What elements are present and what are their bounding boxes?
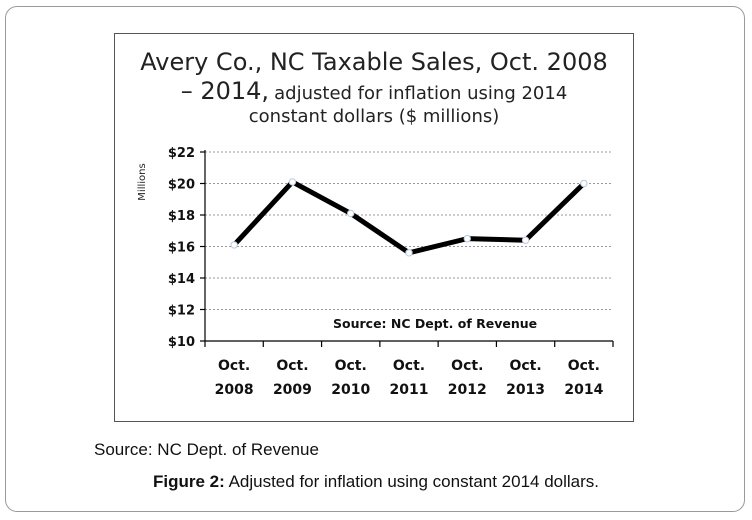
data-point — [405, 249, 413, 257]
chart-title-line2-main: – 2014, — [180, 76, 270, 105]
chart-title-line1: Avery Co., NC Taxable Sales, Oct. 2008 — [140, 48, 608, 76]
figure-caption: Figure 2: Adjusted for inflation using c… — [0, 472, 752, 492]
y-tick-label: $14 — [168, 272, 195, 287]
y-tick-label: $20 — [168, 178, 195, 193]
chart-title-line2-sub: adjusted for inflation using 2014 — [274, 82, 568, 104]
chart-annotation: Source: NC Dept. of Revenue — [333, 316, 537, 331]
data-point — [463, 234, 471, 243]
data-point — [580, 179, 588, 188]
y-tick-label: $22 — [168, 146, 195, 161]
x-tick-label-month: Oct. — [509, 358, 541, 374]
data-point — [230, 241, 238, 249]
caption-text: Adjusted for inflation using constant 20… — [228, 472, 600, 491]
caption-label: Figure 2: — [152, 472, 225, 491]
x-tick-label-month: Oct. — [568, 358, 600, 374]
chart-panel: Avery Co., NC Taxable Sales, Oct. 2008 –… — [114, 33, 634, 422]
y-axis-label: Millions — [137, 163, 148, 200]
x-tick-label-year: 2011 — [390, 382, 429, 398]
line-chart: $10 $12 $14 $16 $18 $20 $22 Millions Oct. 2008 Oct… — [137, 146, 614, 398]
x-tick-label-year: 2008 — [215, 382, 254, 398]
x-tick-label-month: Oct. — [218, 358, 250, 374]
x-tick-label-month: Oct. — [276, 358, 308, 374]
figure-frame — [5, 6, 745, 512]
x-tick-label-month: Oct. — [451, 358, 483, 374]
chart-title: Avery Co., NC Taxable Sales, Oct. 2008 –… — [115, 48, 633, 127]
x-tick-label-year: 2009 — [273, 382, 312, 398]
y-tick-label: $18 — [168, 209, 195, 224]
data-point — [521, 236, 530, 244]
y-tick-label: $10 — [168, 335, 195, 350]
y-tick-label: $12 — [168, 304, 195, 319]
data-point — [288, 178, 297, 186]
x-tick-label-month: Oct. — [393, 358, 425, 374]
source-note: Source: NC Dept. of Revenue — [94, 440, 319, 459]
x-tick-label-year: 2012 — [448, 382, 487, 398]
x-tick-label-year: 2014 — [564, 382, 603, 398]
series-line — [231, 179, 587, 256]
x-tick-label-year: 2010 — [331, 382, 370, 398]
x-tick-label-month: Oct. — [335, 358, 367, 374]
chart-title-line3: constant dollars ($ millions) — [248, 105, 500, 127]
data-point — [347, 209, 355, 218]
x-tick-label-year: 2013 — [506, 382, 545, 398]
y-tick-label: $16 — [168, 241, 195, 256]
